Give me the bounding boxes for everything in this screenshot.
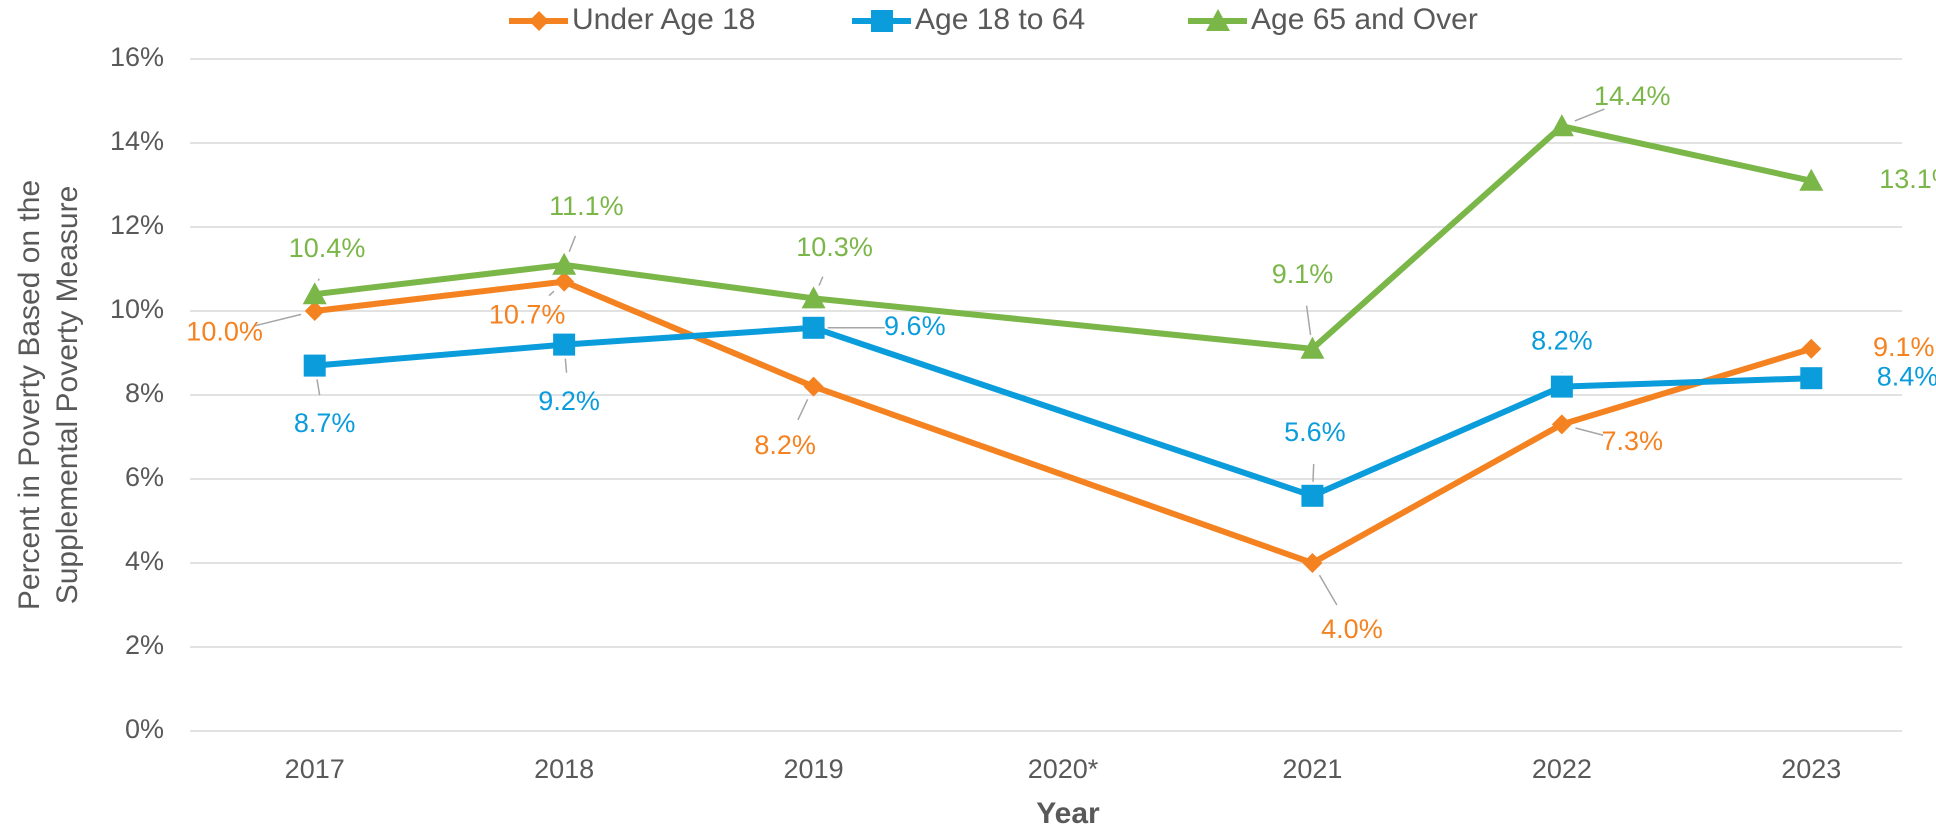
data-label: 8.7% (294, 408, 356, 438)
marker (803, 376, 824, 397)
data-label: 10.7% (489, 299, 566, 329)
marker (1801, 338, 1822, 359)
data-label: 8.2% (1531, 325, 1593, 355)
leader-line (1312, 464, 1315, 482)
x-axis-title: Year (1036, 797, 1100, 830)
marker (1302, 553, 1323, 573)
leader-line (818, 276, 824, 286)
x-tick-label: 2019 (784, 754, 844, 784)
x-tick-label: 2021 (1282, 754, 1342, 784)
data-label: 9.1% (1272, 259, 1334, 289)
data-label: 8.2% (754, 430, 816, 460)
y-tick-label: 4% (125, 546, 164, 576)
data-label: 10.4% (289, 233, 366, 263)
y-tick-label: 2% (125, 630, 164, 660)
marker (552, 252, 577, 275)
data-label: 5.6% (1284, 417, 1346, 447)
leader-line (316, 379, 321, 396)
y-tick-label: 10% (110, 294, 164, 324)
marker (1301, 484, 1324, 507)
series-line (314, 123, 1812, 352)
data-label: 10.3% (796, 232, 873, 262)
y-axis-title-line: Supplemental Poverty Measure (51, 186, 84, 605)
y-tick-label: 14% (110, 126, 164, 156)
marker (1799, 168, 1824, 191)
marker (1300, 336, 1325, 359)
leader-line (1575, 427, 1604, 437)
leader-line (317, 278, 320, 281)
marker (303, 354, 326, 377)
data-label: 9.1% (1873, 332, 1935, 362)
marker (1551, 414, 1572, 435)
legend-label: Under Age 18 (572, 3, 755, 36)
x-tick-label: 2020* (1028, 754, 1099, 784)
marker (801, 286, 826, 309)
series-line (314, 324, 1812, 499)
marker (302, 282, 327, 305)
leader-line (797, 398, 809, 421)
y-tick-label: 0% (125, 714, 164, 744)
x-tick-label: 2023 (1781, 754, 1841, 784)
data-label: 13.1% (1879, 164, 1936, 194)
y-axis-title-line: Percent in Poverty Based on the (13, 180, 46, 610)
marker (802, 316, 825, 339)
marker (554, 271, 575, 292)
x-tick-label: 2018 (534, 754, 594, 784)
data-label: 14.4% (1594, 81, 1671, 111)
data-label: 9.2% (538, 386, 600, 416)
data-label: 11.1% (549, 191, 624, 221)
leader-line (253, 313, 302, 327)
legend-marker (529, 11, 549, 31)
legend-marker (871, 10, 893, 32)
y-tick-label: 6% (125, 462, 164, 492)
legend-label: Age 65 and Over (1251, 3, 1478, 36)
leader-line (1305, 305, 1312, 336)
marker (1800, 367, 1823, 390)
marker (1549, 114, 1574, 137)
y-tick-label: 16% (110, 42, 164, 72)
y-tick-label: 12% (110, 210, 164, 240)
leader-line (1318, 574, 1338, 606)
data-label: 8.4% (1877, 361, 1936, 391)
marker (1550, 375, 1573, 398)
leader-line (548, 290, 555, 297)
leader-line (564, 358, 568, 373)
data-label: 4.0% (1321, 614, 1383, 644)
series-line (314, 278, 1813, 566)
legend-label: Age 18 to 64 (915, 3, 1085, 36)
data-label: 7.3% (1601, 426, 1663, 456)
leader-line (1574, 108, 1605, 122)
leader-line (568, 235, 577, 253)
y-axis-title: Percent in Poverty Based on the Suppleme… (13, 180, 84, 610)
data-label: 10.0% (186, 316, 263, 346)
x-tick-label: 2022 (1532, 754, 1592, 784)
x-tick-label: 2017 (285, 754, 345, 784)
legend-marker (1206, 9, 1230, 31)
y-tick-label: 8% (125, 378, 164, 408)
marker (304, 301, 325, 321)
marker (553, 333, 576, 356)
data-label: 9.6% (884, 311, 946, 341)
